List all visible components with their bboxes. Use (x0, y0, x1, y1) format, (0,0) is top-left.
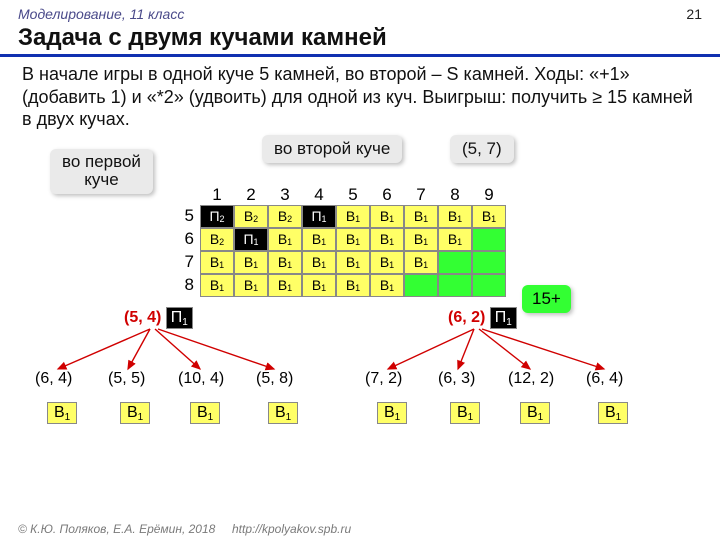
col-header: 3 (268, 185, 302, 205)
col-header: 4 (302, 185, 336, 205)
row-label: 7 (172, 252, 200, 272)
tree-leaf: (5, 8) (256, 370, 293, 388)
footer-copyright: © К.Ю. Поляков, Е.А. Ерёмин, 2018 (18, 522, 215, 536)
grid-cell: В1 (370, 228, 404, 251)
grid-cell: В1 (472, 205, 506, 228)
footer-url: http://kpolyakov.spb.ru (232, 522, 351, 536)
b1-badge: В1 (598, 402, 628, 424)
grid-cell: В2 (234, 205, 268, 228)
col-header: 9 (472, 185, 506, 205)
grid-cell: В1 (200, 251, 234, 274)
col-header: 7 (404, 185, 438, 205)
b1-badge: В1 (520, 402, 550, 424)
row-label: 5 (172, 206, 200, 226)
grid-cell: В1 (268, 251, 302, 274)
grid-cell: В1 (370, 251, 404, 274)
right-root: (6, 2) (448, 309, 485, 326)
page-title: Задача с двумя кучами камней (0, 22, 720, 57)
row-label: 6 (172, 229, 200, 249)
grid-cell: В1 (200, 274, 234, 297)
left-root: (5, 4) (124, 309, 161, 326)
grid-cell: В1 (302, 251, 336, 274)
grid-cell: В1 (404, 205, 438, 228)
tree-leaf: (6, 4) (35, 370, 72, 388)
grid-cell (438, 274, 472, 297)
b1-badge: В1 (268, 402, 298, 424)
tree-area: (5, 4) П1 (6, 2) П1 (6, 4) (5, 5) (10, 4) (… (0, 307, 720, 447)
grid-cell (472, 228, 506, 251)
col-header: 1 (200, 185, 234, 205)
grid-cell: П2 (200, 205, 234, 228)
grid-cell: В1 (268, 228, 302, 251)
col-header: 8 (438, 185, 472, 205)
grid-cell (472, 251, 506, 274)
grid-cell: В1 (234, 274, 268, 297)
grid-row: 8В1В1В1В1В1В1 (172, 274, 720, 297)
grid-row: 7В1В1В1В1В1В1В1 (172, 251, 720, 274)
grid-cell: В1 (302, 228, 336, 251)
grid-cell (438, 251, 472, 274)
b1-badge: В1 (377, 402, 407, 424)
grid-cell: П1 (302, 205, 336, 228)
b1-badge: В1 (47, 402, 77, 424)
col-header: 5 (336, 185, 370, 205)
grid-cell: В1 (234, 251, 268, 274)
tree-leaf: (6, 4) (586, 370, 623, 388)
grid-cell (472, 274, 506, 297)
row-label: 8 (172, 275, 200, 295)
course-label: Моделирование, 11 класс (18, 6, 184, 22)
grid-cell: В1 (336, 251, 370, 274)
footer: © К.Ю. Поляков, Е.А. Ерёмин, 2018 http:/… (18, 522, 351, 536)
grid-col-headers: 123456789 (200, 185, 720, 205)
grid-cell: В1 (404, 251, 438, 274)
tree-leaf: (7, 2) (365, 370, 402, 388)
game-grid: 123456789 5П2В2В2П1В1В1В1В1В16В2П1В1В1В1… (172, 185, 720, 297)
p1-badge-left: П1 (166, 307, 193, 329)
tree-leaf: (5, 5) (108, 370, 145, 388)
bubble-coord: (5, 7) (450, 135, 514, 163)
grid-cell: В1 (302, 274, 336, 297)
tree-leaf: (12, 2) (508, 370, 554, 388)
tree-leaf: (6, 3) (438, 370, 475, 388)
grid-row: 5П2В2В2П1В1В1В1В1В1 (172, 205, 720, 228)
grid-cell: В2 (268, 205, 302, 228)
grid-row: 6В2П1В1В1В1В1В1В1 (172, 228, 720, 251)
grid-cell (404, 274, 438, 297)
grid-cell: В1 (438, 228, 472, 251)
grid-cell: В1 (404, 228, 438, 251)
grid-cell: В1 (268, 274, 302, 297)
grid-cell: В1 (336, 205, 370, 228)
bubble-second-pile: во второй куче (262, 135, 402, 163)
grid-cell: В1 (438, 205, 472, 228)
p1-badge-right: П1 (490, 307, 517, 329)
col-header: 2 (234, 185, 268, 205)
page-number: 21 (686, 6, 702, 22)
grid-cell: П1 (234, 228, 268, 251)
grid-cell: В2 (200, 228, 234, 251)
bubble-first-pile: во первой куче (50, 149, 153, 194)
b1-badge: В1 (190, 402, 220, 424)
col-header: 6 (370, 185, 404, 205)
tree-leaf: (10, 4) (178, 370, 224, 388)
grid-cell: В1 (370, 274, 404, 297)
b1-badge: В1 (120, 402, 150, 424)
grid-cell: В1 (336, 228, 370, 251)
b1-badge: В1 (450, 402, 480, 424)
description-text: В начале игры в одной куче 5 камней, во … (0, 61, 720, 131)
grid-cell: В1 (336, 274, 370, 297)
grid-cell: В1 (370, 205, 404, 228)
